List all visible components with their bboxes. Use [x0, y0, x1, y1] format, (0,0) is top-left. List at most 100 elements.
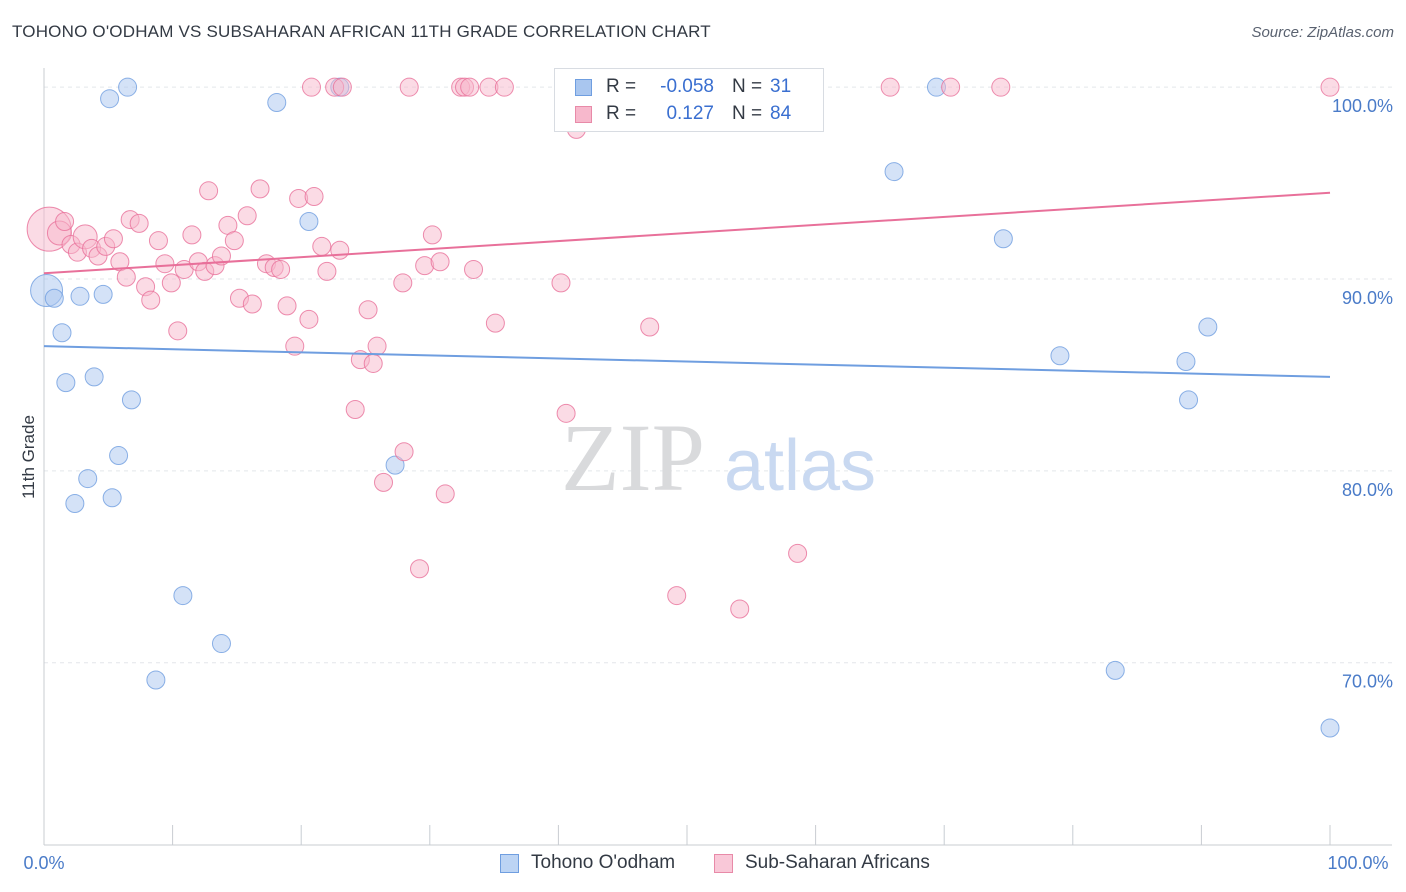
data-point [141, 290, 161, 310]
n-label: N = [732, 76, 763, 97]
bottom-legend-label-subsaharan: Sub-Saharan Africans [745, 852, 930, 873]
data-point [551, 273, 571, 293]
data-point [330, 240, 350, 260]
data-point [317, 261, 337, 281]
data-point [100, 89, 120, 109]
data-point [788, 543, 808, 563]
data-point [460, 77, 480, 97]
data-point [640, 317, 660, 337]
bottom-legend-tohono: Tohono O'odham [500, 852, 675, 874]
x-tick-label-end: 100.0% [1327, 853, 1388, 873]
bottom-legend-swatch-tohono [500, 853, 519, 873]
data-point [730, 599, 750, 619]
r-label: R = [606, 76, 637, 97]
data-point [93, 284, 113, 304]
data-point [993, 229, 1013, 249]
data-point [304, 187, 324, 207]
axes [43, 68, 1392, 846]
data-point [299, 309, 319, 329]
r-label: R = [606, 103, 637, 124]
y-tick-label: 70.0% [1342, 672, 1393, 692]
data-point [332, 77, 352, 97]
y-tick-label: 80.0% [1342, 480, 1393, 500]
data-point [312, 236, 332, 256]
data-point [173, 586, 193, 606]
data-point [299, 211, 319, 231]
data-point [1105, 660, 1125, 680]
data-point [991, 77, 1011, 97]
data-point [182, 225, 202, 245]
data-point [301, 77, 321, 97]
data-point [422, 225, 442, 245]
data-point [367, 336, 387, 356]
data-point [410, 559, 430, 579]
data-point [109, 446, 129, 466]
watermark: ZIP atlas [561, 404, 876, 511]
legend-swatch-tohono [575, 78, 592, 96]
bottom-legend-label-tohono: Tohono O'odham [531, 852, 676, 873]
data-point [44, 288, 64, 308]
data-point [271, 259, 291, 279]
bottom-legend-swatch-subsaharan [714, 853, 733, 873]
data-point [103, 229, 123, 249]
data-point [1179, 390, 1199, 410]
data-point [1176, 352, 1196, 372]
data-point [345, 399, 365, 419]
data-point [464, 259, 484, 279]
r-value: 0.127 [666, 103, 714, 124]
watermark-zip: ZIP [561, 404, 705, 511]
data-point [161, 273, 181, 293]
n-value: 84 [770, 103, 792, 124]
data-point [148, 231, 168, 251]
data-point [242, 294, 262, 314]
data-point [65, 494, 85, 514]
data-point [121, 390, 141, 410]
x-tick-label-start: 0.0% [23, 853, 64, 873]
data-point [374, 472, 394, 492]
data-point [250, 179, 270, 199]
data-point [84, 367, 104, 387]
data-point [55, 211, 75, 231]
data-point [394, 442, 414, 462]
data-point [485, 313, 505, 333]
data-point [435, 484, 455, 504]
data-series [26, 77, 1340, 738]
data-point [277, 296, 297, 316]
legend-row-tohono: R = -0.058 N = 31 [575, 73, 791, 101]
y-tick-label: 90.0% [1342, 288, 1393, 308]
trend-line-1 [43, 191, 1331, 275]
stats-legend: R = -0.058 N = 31 R = 0.127 N = 84 [554, 68, 824, 132]
data-point [1320, 77, 1340, 97]
source-label: Source: ZipAtlas.com [1251, 24, 1394, 41]
data-point [52, 323, 72, 343]
data-point [211, 246, 231, 266]
data-point [118, 77, 138, 97]
data-point [556, 403, 576, 423]
data-point [129, 213, 149, 233]
legend-row-subsaharan: R = 0.127 N = 84 [575, 100, 791, 128]
data-point [667, 586, 687, 606]
data-point [267, 93, 287, 113]
data-point [78, 469, 98, 489]
data-point [494, 77, 514, 97]
n-label: N = [732, 103, 763, 124]
data-point [199, 181, 219, 201]
y-axis-label: 11th Grade [19, 415, 38, 499]
data-point [880, 77, 900, 97]
data-point [224, 231, 244, 251]
chart-title: TOHONO O'ODHAM VS SUBSAHARAN AFRICAN 11T… [12, 22, 711, 41]
data-point [430, 252, 450, 272]
data-point [116, 267, 136, 287]
data-point [146, 670, 166, 690]
data-point [1050, 346, 1070, 366]
data-point [237, 206, 257, 226]
y-tick-label: 100.0% [1332, 96, 1393, 116]
data-point [155, 254, 175, 274]
data-point [941, 77, 961, 97]
data-point [393, 273, 413, 293]
data-point [358, 300, 378, 320]
data-point [168, 321, 188, 341]
trend-lines [43, 191, 1331, 378]
data-point [285, 336, 305, 356]
